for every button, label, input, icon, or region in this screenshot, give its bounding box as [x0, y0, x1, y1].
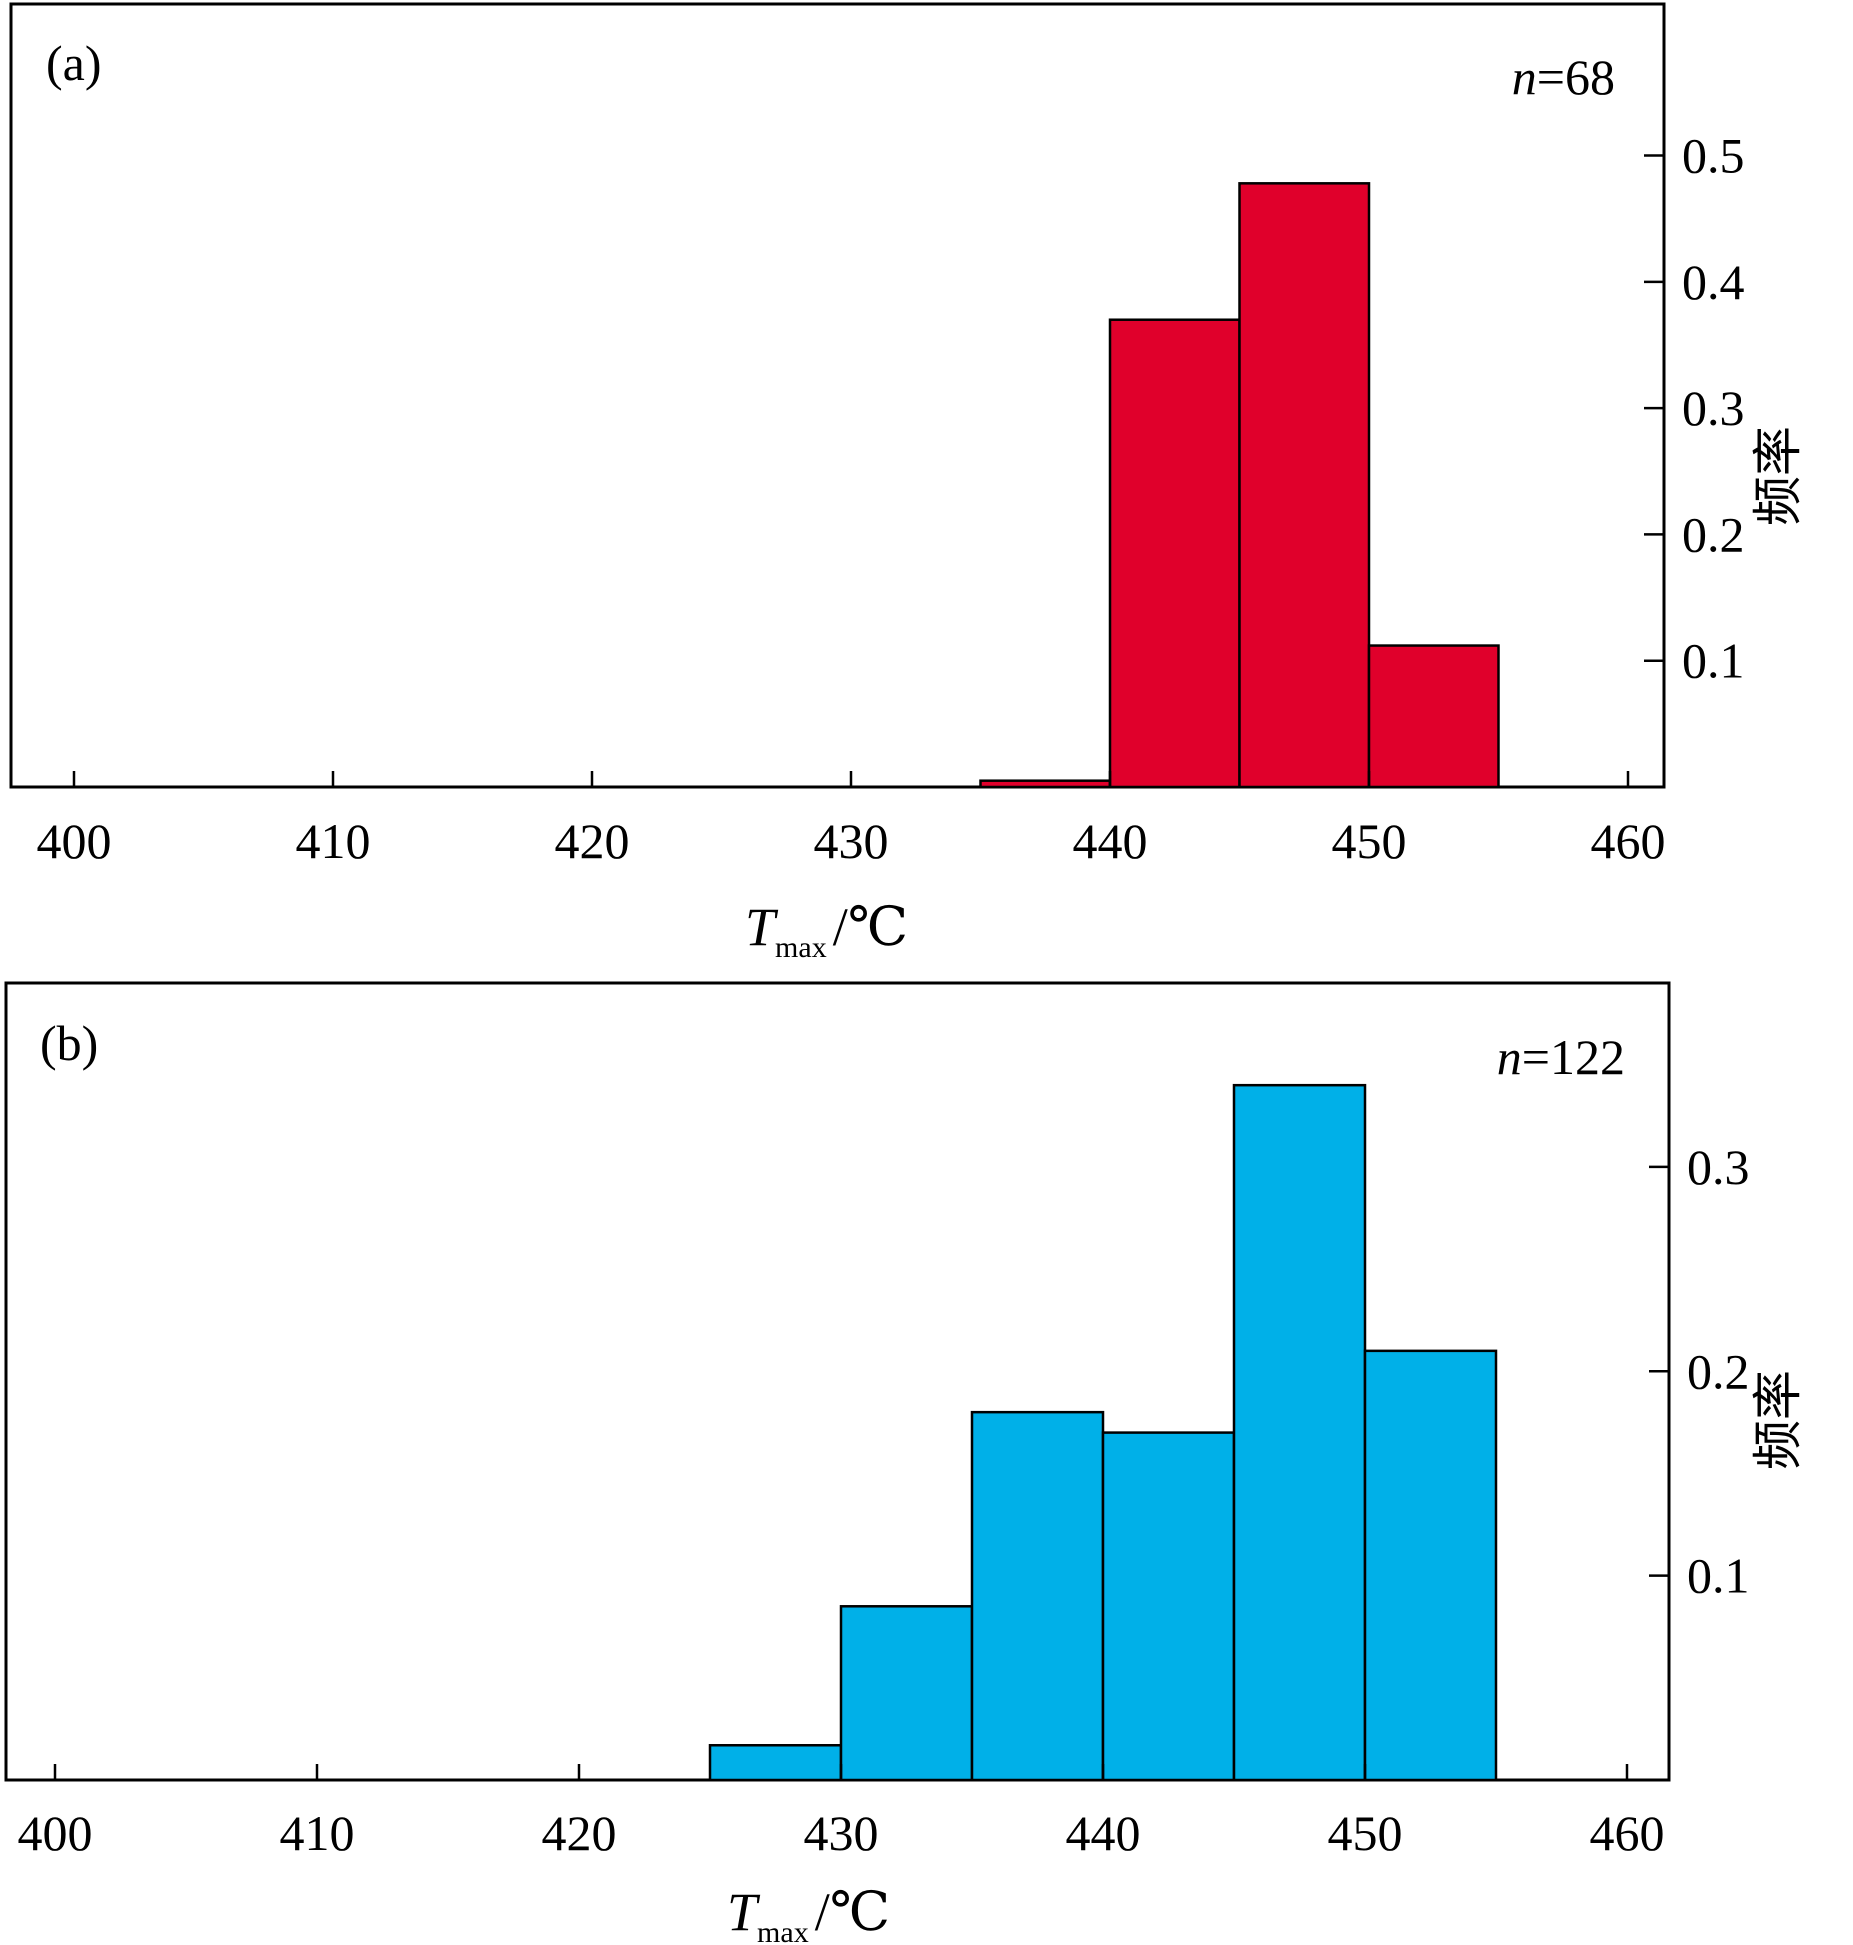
panel-b-x-tick-label-2: 420 [542, 1805, 617, 1861]
panel-a-bar-3 [1367, 644, 1500, 789]
panel-b-y-tick-label-0: 0.1 [1687, 1548, 1750, 1604]
panel-a-y-tick-label-0: 0.1 [1682, 633, 1745, 689]
panel-b-bar-5 [1363, 1349, 1498, 1782]
panel-a-label: (a) [46, 35, 102, 91]
panel-a-sample-count: n=68 [1512, 49, 1615, 105]
panel-a-bar-2 [1238, 182, 1371, 789]
panel-b-y-axis-label: 频率 [1750, 1370, 1806, 1470]
panel-a-x-tick-label-4: 440 [1073, 813, 1148, 869]
panel-b-bar-3 [1101, 1431, 1236, 1782]
panel-a-y-ticks: 0.1 0.2 0.3 0.4 0.5 [1644, 128, 1745, 689]
panel-b-x-tick-label-0: 400 [18, 1805, 93, 1861]
panel-b-label: (b) [40, 1015, 98, 1071]
panel-b-bars [708, 1083, 1498, 1782]
panel-a-bar-0 [979, 779, 1112, 789]
panel-b-x-tick-label-1: 410 [280, 1805, 355, 1861]
panel-b-x-tick-label-4: 440 [1066, 1805, 1141, 1861]
panel-b-x-tick-label-3: 430 [804, 1805, 879, 1861]
panel-b-bar-0 [708, 1744, 843, 1782]
panel-b: (b) n=122 400 410 420 430 440 450 460 0.10.20.… [4, 981, 1806, 1945]
panel-a: (a) n=68 400 410 420 430 440 450 460 0.1 0.2 0.3… [9, 2, 1806, 964]
panel-b-bar-2 [970, 1410, 1105, 1782]
panel-a-x-tick-label-5: 450 [1332, 813, 1407, 869]
panel-b-bar-4 [1232, 1083, 1367, 1782]
panel-a-x-tick-label-0: 400 [37, 813, 112, 869]
panel-a-y-tick-label-4: 0.5 [1682, 128, 1745, 184]
panel-b-y-ticks: 0.1 0.2 0.3 [1649, 1139, 1750, 1604]
panel-a-x-tick-label-3: 430 [814, 813, 889, 869]
panel-a-x-tick-label-2: 420 [555, 813, 630, 869]
panel-a-y-tick-label-3: 0.4 [1682, 254, 1745, 310]
panel-b-sample-count: n=122 [1497, 1029, 1625, 1085]
panel-a-x-tick-label-6: 460 [1591, 813, 1666, 869]
panel-a-bar-1 [1108, 318, 1241, 789]
panel-a-y-tick-label-1: 0.2 [1682, 506, 1745, 562]
panel-b-x-tick-label-6: 460 [1590, 1805, 1665, 1861]
panel-b-x-axis-label: Tmax/℃ [727, 1882, 890, 1945]
panel-a-x-axis-label: Tmax/℃ [745, 897, 908, 964]
panel-b-x-ticks: 400 410 420 430 440 450 460 [18, 1764, 1665, 1861]
panel-a-x-tick-label-1: 410 [296, 813, 371, 869]
panel-a-y-tick-label-2: 0.3 [1682, 380, 1745, 436]
panel-a-x-ticks: 400 410 420 430 440 450 460 [37, 771, 1666, 869]
panel-b-bar-1 [839, 1605, 974, 1782]
panel-b-x-tick-label-5: 450 [1328, 1805, 1403, 1861]
panel-b-y-tick-label-1: 0.2 [1687, 1343, 1750, 1399]
panel-a-bars [979, 182, 1500, 789]
panel-a-frame [9, 2, 1666, 789]
panel-a-y-axis-label: 频率 [1750, 426, 1806, 526]
panel-b-y-tick-label-2: 0.3 [1687, 1139, 1750, 1195]
